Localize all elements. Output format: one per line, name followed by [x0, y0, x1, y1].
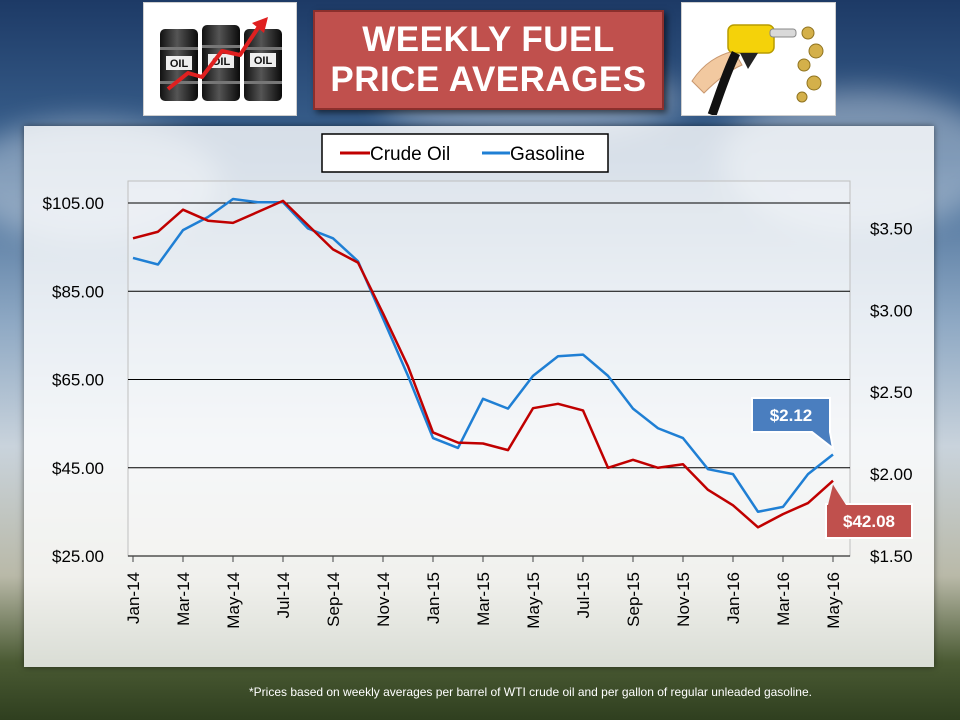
gasoline-price-label: $2.12 [770, 406, 813, 425]
x-tick-label: Sep-14 [324, 572, 343, 627]
y-right-tick-label: $3.50 [870, 219, 913, 238]
legend-crude-label: Crude Oil [370, 144, 450, 165]
x-tick-label: Sep-15 [624, 572, 643, 627]
y-left-tick-label: $45.00 [52, 459, 104, 478]
footnote: *Prices based on weekly averages per bar… [249, 685, 812, 699]
y-left-tick-label: $105.00 [43, 194, 104, 213]
fuel-nozzle-coins-icon [691, 24, 824, 117]
x-tick-label: Nov-15 [674, 572, 693, 627]
y-left-tick-label: $85.00 [52, 282, 104, 301]
y-right-tick-label: $2.50 [870, 383, 913, 402]
title-line-1: WEEKLY FUEL [362, 20, 615, 59]
oil-barrels-image: OIL OIL OIL [143, 2, 297, 116]
x-tick-label: Mar-14 [174, 572, 193, 626]
plot-area [127, 180, 851, 557]
gasoline-line [132, 197, 834, 514]
x-tick-label: Mar-16 [774, 572, 793, 626]
gasoline-price-callout [751, 397, 835, 451]
y-right-tick-label: $2.00 [870, 465, 913, 484]
y-left-tick-label: $25.00 [52, 547, 104, 566]
x-tick-label: Jul-14 [274, 572, 293, 618]
crude-oil-callout-pointer [828, 484, 846, 505]
x-tick-label: Jan-16 [724, 572, 743, 624]
x-tick-label: May-14 [224, 572, 243, 629]
x-tick-label: May-16 [824, 572, 843, 629]
x-tick-label: Jul-15 [574, 572, 593, 618]
page-title: WEEKLY FUEL PRICE AVERAGES [313, 10, 664, 110]
y-right-tick-label: $3.00 [870, 301, 913, 320]
y-right-tick-label: $1.50 [870, 547, 913, 566]
crude-oil-line [132, 199, 834, 529]
crude-oil-price-label: $42.08 [843, 512, 895, 531]
x-tick-label: Jan-14 [124, 572, 143, 624]
x-tick-label: Nov-14 [374, 572, 393, 627]
barrel-label: OIL [254, 55, 273, 67]
crude-oil-price-callout [825, 503, 913, 539]
chart-panel: $25.00 $45.00 $65.00 $85.00 $105.00 $1.50 $2.0… [24, 126, 934, 667]
x-tick-label: Mar-15 [474, 572, 493, 626]
legend-gasoline-label: Gasoline [510, 144, 585, 165]
title-line-2: PRICE AVERAGES [330, 60, 647, 99]
barrel-label: OIL [170, 58, 189, 70]
x-tick-label: May-15 [524, 572, 543, 629]
x-tick-label: Jan-15 [424, 572, 443, 624]
fuel-nozzle-image [681, 2, 836, 117]
y-left-tick-label: $65.00 [52, 371, 104, 390]
oil-barrels-rising-arrow-icon: OIL OIL OIL [160, 17, 282, 101]
fuel-price-chart: $25.00 $45.00 $65.00 $85.00 $105.00 $1.50 $2.0… [43, 133, 913, 629]
